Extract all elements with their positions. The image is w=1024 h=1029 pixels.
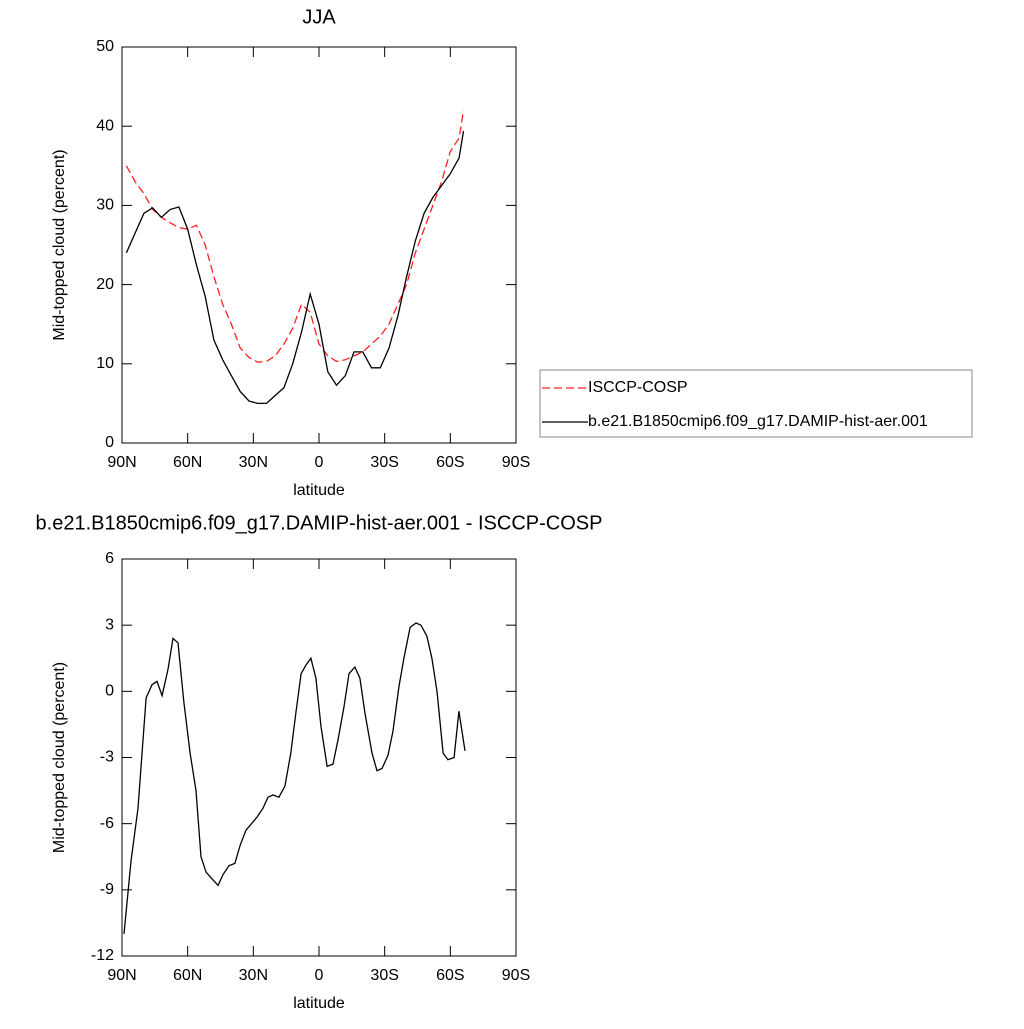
x-tick-label: 90N xyxy=(107,454,136,471)
x-tick-label: 30N xyxy=(239,454,268,471)
x-tick-label: 60N xyxy=(173,454,202,471)
data-line xyxy=(125,130,465,405)
y-tick-label: 50 xyxy=(96,38,114,55)
plot-frame xyxy=(121,558,517,957)
x-tick-label: 60N xyxy=(173,967,202,984)
y-tick-label: 6 xyxy=(105,550,114,567)
legend-box xyxy=(539,369,973,438)
y-tick-label: -6 xyxy=(100,815,114,832)
chart-title: b.e21.B1850cmip6.f09_g17.DAMIP-hist-aer.… xyxy=(36,512,603,534)
y-tick-label: -12 xyxy=(91,947,114,964)
data-line xyxy=(125,110,465,363)
y-axis-label: Mid-topped cloud (percent) xyxy=(51,149,68,340)
x-tick-label: 60S xyxy=(436,454,464,471)
x-tick-label: 30S xyxy=(370,454,398,471)
x-tick-label: 30S xyxy=(370,967,398,984)
plot-frame xyxy=(121,46,517,444)
data-line xyxy=(123,622,466,934)
x-tick-label: 30N xyxy=(239,967,268,984)
x-tick-label: 90N xyxy=(107,967,136,984)
y-tick-label: 3 xyxy=(105,616,114,633)
x-tick-label: 0 xyxy=(315,454,324,471)
y-tick-label: 10 xyxy=(96,355,114,372)
y-tick-label: 20 xyxy=(96,276,114,293)
y-tick-label: -3 xyxy=(100,749,114,766)
legend-label: ISCCP-COSP xyxy=(588,379,688,396)
legend-label: b.e21.B1850cmip6.f09_g17.DAMIP-hist-aer.… xyxy=(588,413,928,430)
x-tick-label: 90S xyxy=(502,454,530,471)
y-tick-label: 40 xyxy=(96,117,114,134)
y-tick-label: 30 xyxy=(96,197,114,214)
y-tick-label: -9 xyxy=(100,881,114,898)
y-tick-label: 0 xyxy=(105,434,114,451)
x-axis-label: latitude xyxy=(293,995,345,1012)
y-axis-label: Mid-topped cloud (percent) xyxy=(51,662,68,853)
x-tick-label: 90S xyxy=(502,967,530,984)
x-axis-label: latitude xyxy=(293,482,345,499)
y-tick-label: 0 xyxy=(105,683,114,700)
chart-title: JJA xyxy=(302,6,336,28)
x-tick-label: 0 xyxy=(315,967,324,984)
x-tick-label: 60S xyxy=(436,967,464,984)
